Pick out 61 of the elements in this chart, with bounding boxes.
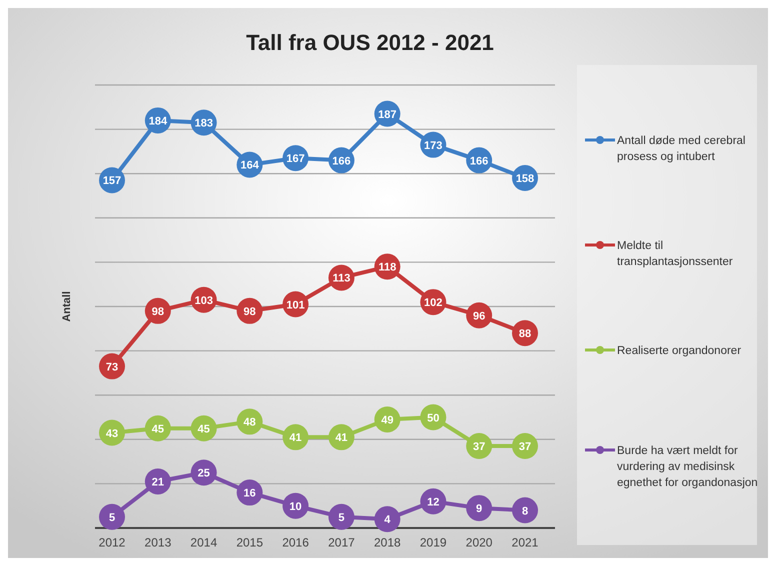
data-label: 164 [240, 160, 260, 172]
data-label: 48 [244, 416, 256, 429]
x-tick-label: 2018 [374, 536, 402, 550]
data-label: 157 [102, 175, 122, 188]
legend-label: Realiserte organdonorer [617, 345, 742, 357]
data-label: 45 [152, 423, 164, 436]
data-label: 173 [424, 140, 442, 152]
data-label: 166 [470, 155, 488, 168]
data-label: 10 [289, 500, 302, 513]
data-label: 167 [286, 153, 305, 166]
chart-title: Tall fra OUS 2012 - 2021 [246, 30, 494, 55]
data-label: 49 [381, 414, 394, 426]
y-axis-title: Antall [61, 291, 73, 322]
data-label: 8 [522, 505, 528, 518]
data-label: 101 [286, 299, 305, 312]
point [328, 504, 354, 530]
data-label: 21 [152, 476, 164, 488]
data-label: 5 [338, 512, 345, 524]
data-label: 158 [516, 173, 534, 186]
data-label: 102 [424, 297, 442, 310]
data-label: 25 [198, 468, 210, 480]
legend-label: Antall døde med cerebral prosess og intubert [617, 135, 746, 163]
x-tick-label: 2016 [282, 536, 310, 550]
data-label: 183 [194, 118, 213, 130]
point [374, 506, 400, 532]
legend-label: Burde ha vært meldt for vurdering av medisinsk egnethet for organdonasjon [617, 445, 758, 489]
data-label: 88 [518, 328, 532, 340]
data-label: 118 [378, 262, 396, 274]
x-tick-label: 2015 [236, 536, 264, 550]
legend-label: Meldte til transplantasjonssenter [617, 240, 733, 268]
data-label: 103 [194, 294, 213, 307]
data-label: 37 [518, 441, 532, 454]
data-label: 37 [472, 441, 486, 454]
data-label: 96 [472, 310, 486, 322]
point [466, 495, 492, 522]
data-label: 98 [152, 306, 164, 318]
data-label: 41 [289, 432, 302, 444]
data-label: 184 [148, 115, 168, 128]
data-label: 98 [244, 306, 256, 318]
data-label: 43 [106, 428, 118, 440]
data-label: 41 [335, 432, 348, 444]
data-label: 12 [427, 496, 440, 508]
data-label: 45 [198, 423, 210, 436]
x-tick-label: 2013 [144, 536, 172, 550]
data-label: 187 [378, 108, 397, 121]
data-label: 50 [427, 412, 440, 424]
data-label: 73 [106, 361, 118, 374]
data-label: 113 [332, 272, 350, 285]
data-label: 5 [108, 512, 116, 524]
x-tick-label: 2021 [512, 536, 539, 550]
x-tick-label: 2012 [98, 536, 126, 550]
point [512, 497, 538, 524]
data-label: 166 [332, 155, 351, 168]
data-label: 4 [384, 514, 392, 526]
x-tick-label: 2020 [466, 536, 493, 550]
data-label: 9 [476, 503, 482, 516]
x-tick-label: 2019 [420, 536, 447, 550]
point [99, 504, 125, 530]
x-tick-label: 2017 [328, 536, 356, 550]
x-tick-label: 2014 [190, 536, 218, 550]
data-label: 16 [244, 488, 256, 500]
